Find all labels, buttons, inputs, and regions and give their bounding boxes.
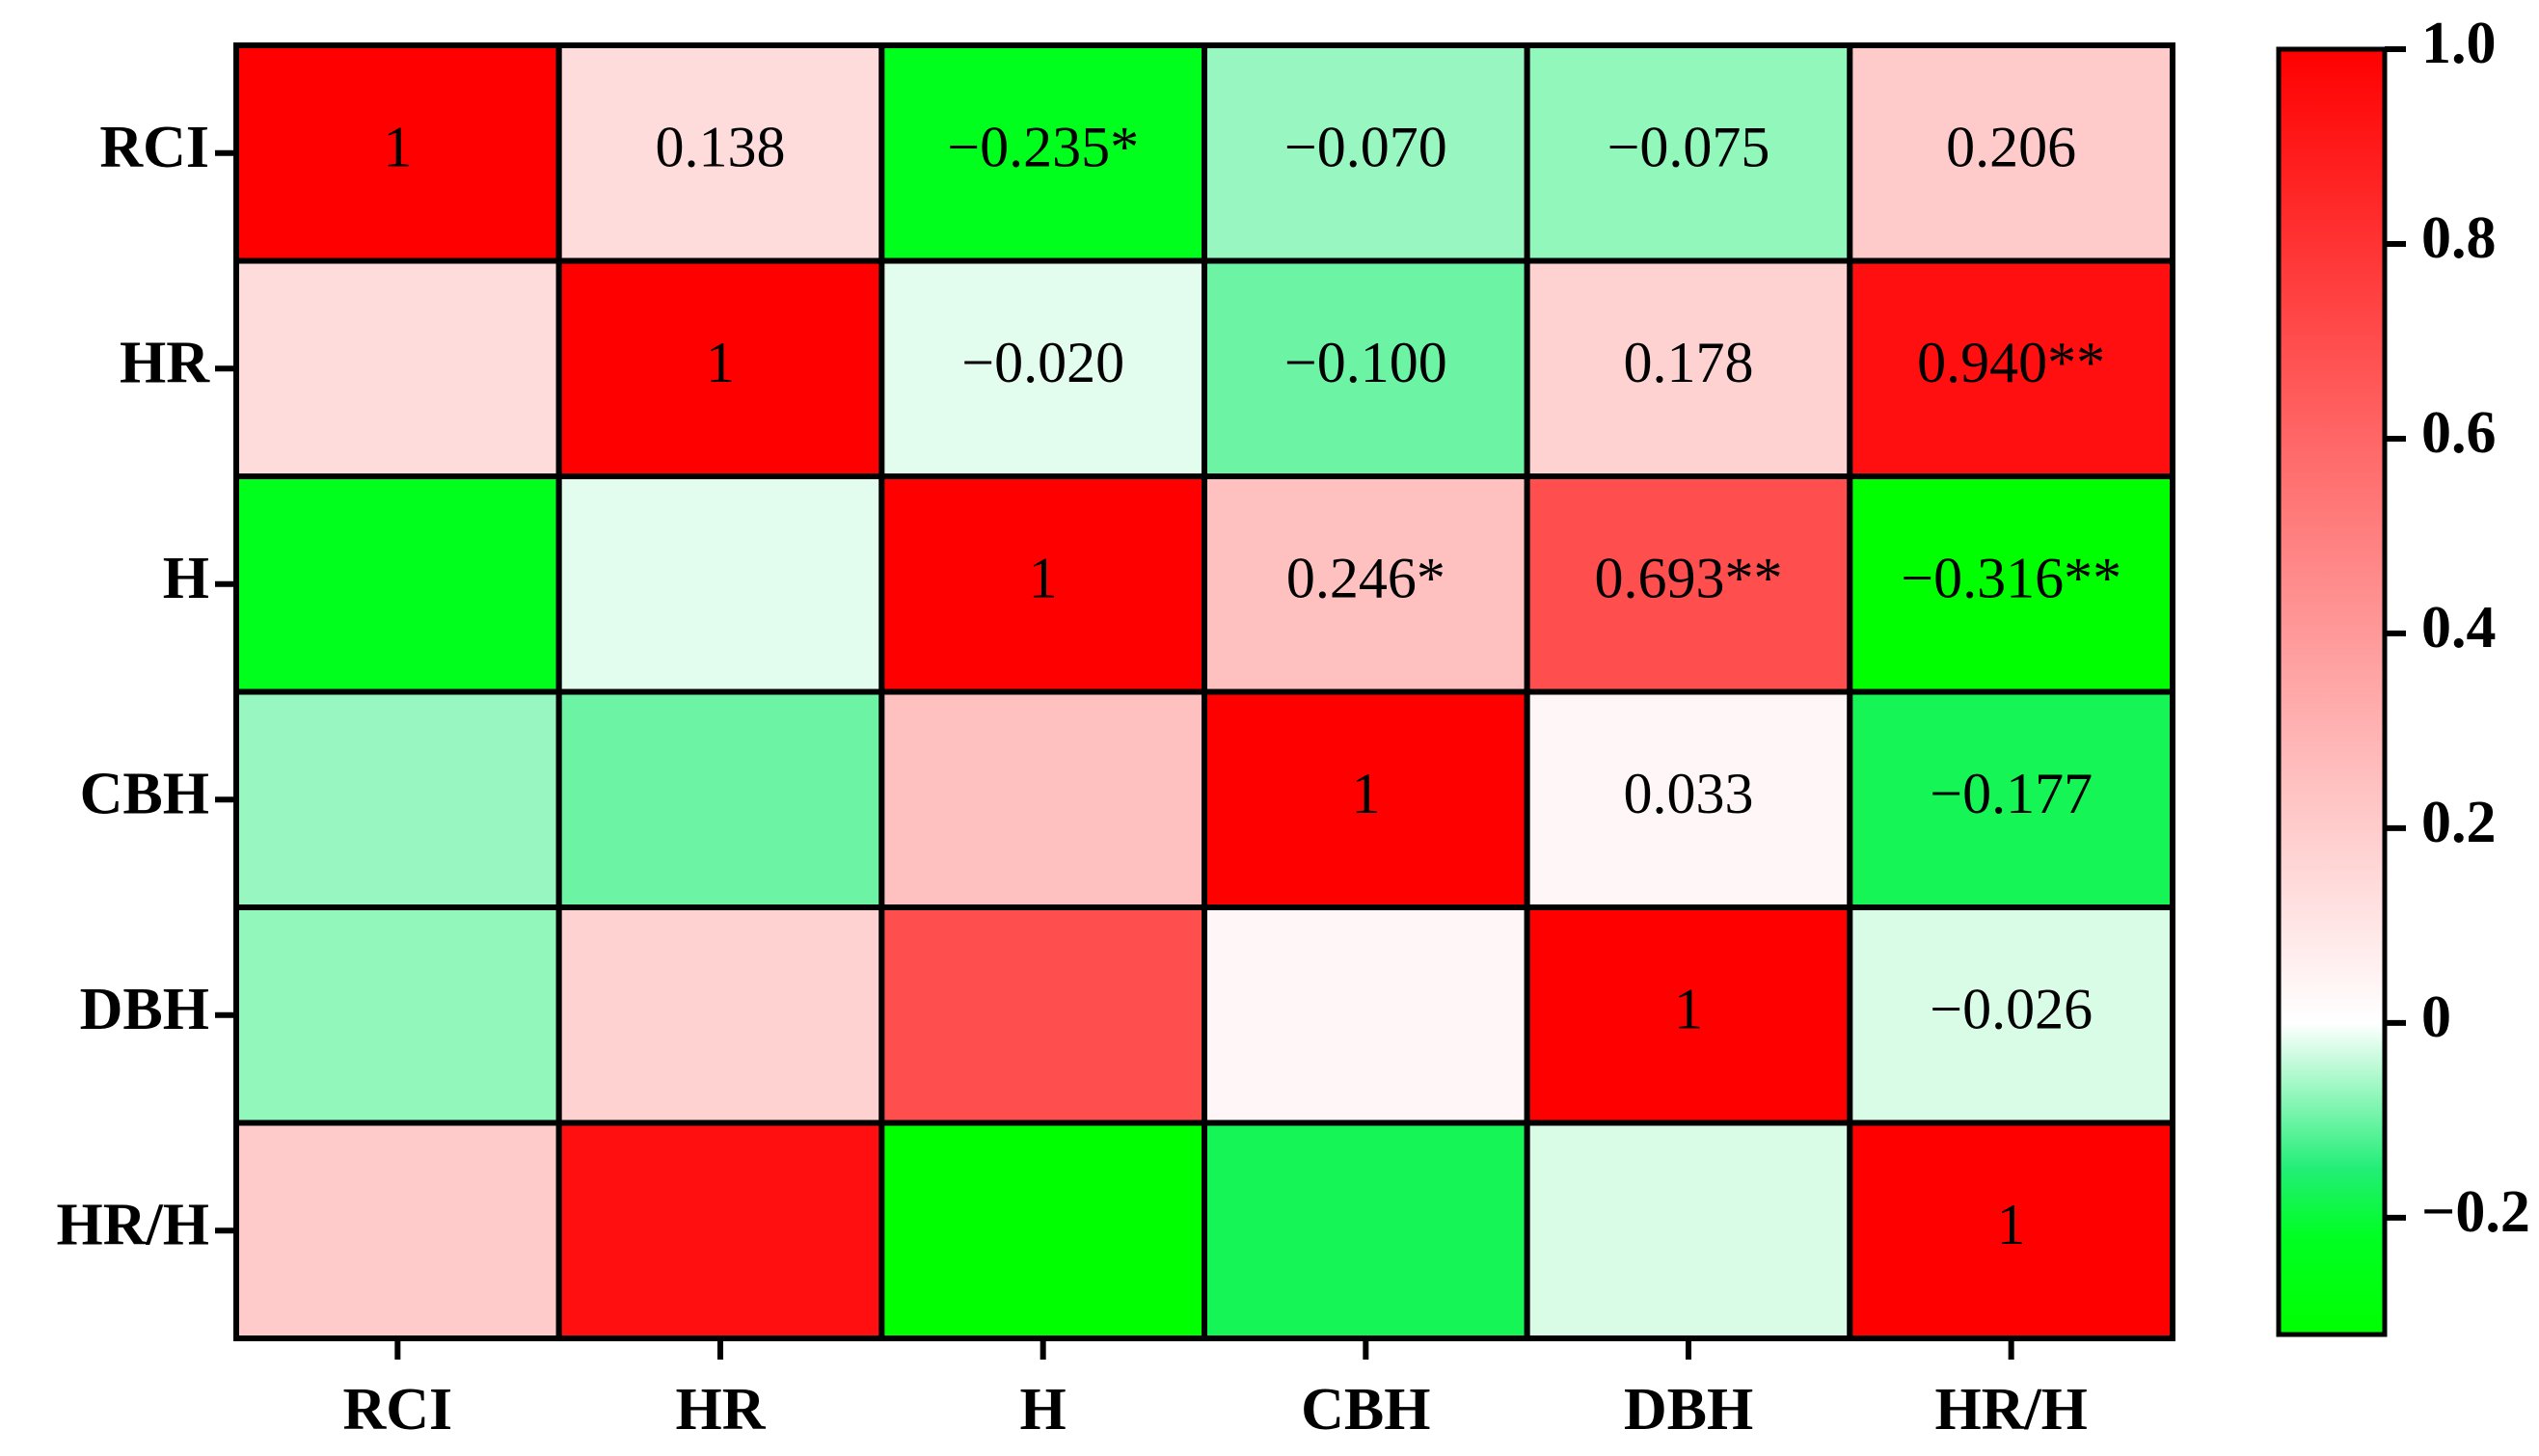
colorbar-tick-label: 0.8	[2421, 205, 2497, 271]
heatmap-cell	[555, 688, 885, 910]
heatmap-cell	[1524, 473, 1853, 695]
cell-label: −0.075	[1607, 116, 1770, 179]
heatmap-cell	[1847, 1119, 2176, 1341]
x-tick-label: HR	[676, 1377, 767, 1443]
y-tick-label: RCI	[99, 115, 209, 180]
heatmap-cell	[555, 473, 885, 695]
heatmap-cell	[233, 1119, 562, 1341]
x-tick-label: HR/H	[1934, 1377, 2087, 1443]
cell-label: 0.178	[1624, 331, 1754, 394]
cell-label: 1	[1351, 762, 1380, 825]
heatmap-cell	[1847, 688, 2176, 910]
colorbar	[2276, 46, 2388, 1337]
cell-label: 0.206	[1946, 116, 2076, 179]
heatmap-cell	[878, 688, 1207, 910]
heatmap-cell	[1847, 42, 2176, 264]
heatmap-cell	[233, 257, 562, 479]
heatmap-cell	[1202, 1119, 1530, 1341]
heatmap-cell	[233, 688, 562, 910]
heatmap-cell	[1524, 688, 1853, 910]
heatmap-cell	[1202, 904, 1530, 1126]
cell-label: 0.940**	[1917, 331, 2105, 394]
heatmap-cell	[1524, 1119, 1853, 1341]
cell-label: 0.138	[656, 116, 786, 179]
colorbar-tick-label: −0.2	[2421, 1179, 2530, 1245]
cell-label: −0.026	[1930, 978, 2093, 1041]
cell-label: 1	[1997, 1193, 2026, 1256]
x-tick-label: CBH	[1301, 1377, 1430, 1443]
cell-label: 1	[383, 116, 412, 179]
cell-label: −0.020	[961, 331, 1124, 394]
heatmap-cell	[1524, 257, 1853, 479]
heatmap-cell	[233, 904, 562, 1126]
cell-label: 1	[1674, 978, 1703, 1041]
x-tick-label: DBH	[1624, 1377, 1753, 1443]
heatmap-cell	[555, 1119, 885, 1341]
cell-label: 0.693**	[1595, 547, 1783, 610]
heatmap-cell	[1202, 688, 1530, 910]
y-tick-label: HR	[120, 330, 210, 395]
cell-label: 1	[1029, 547, 1058, 610]
x-tick-label: RCI	[342, 1377, 452, 1443]
cell-label: −0.100	[1284, 331, 1447, 394]
heatmap-cell	[878, 473, 1207, 695]
colorbar-tick-label: 0.2	[2421, 790, 2497, 855]
y-tick-label: CBH	[80, 761, 209, 826]
cell-label: 0.246*	[1286, 547, 1445, 610]
colorbar-tick-label: 0.4	[2421, 595, 2497, 661]
heatmap-cell	[878, 1119, 1207, 1341]
cell-label: −0.177	[1930, 762, 2093, 825]
heatmap-cell	[878, 257, 1207, 479]
heatmap-cell	[1847, 904, 2176, 1126]
cell-label: −0.316**	[1901, 547, 2121, 610]
heatmap-cell	[555, 904, 885, 1126]
x-tick-label: H	[1020, 1377, 1067, 1443]
y-tick-label: H	[163, 546, 209, 611]
cell-label: −0.070	[1284, 116, 1447, 179]
heatmap-cell	[555, 42, 885, 264]
y-tick-label: DBH	[80, 977, 209, 1042]
cell-label: 0.033	[1624, 762, 1754, 825]
heatmap-cell	[1847, 257, 2176, 479]
cell-label: 1	[706, 331, 735, 394]
colorbar-tick-label: 0.6	[2421, 400, 2497, 466]
heatmap-cell	[233, 42, 562, 264]
colorbar-tick-label: 0	[2421, 984, 2451, 1050]
y-tick-label: HR/H	[57, 1192, 209, 1257]
cell-label: −0.235*	[947, 116, 1139, 179]
heatmap-cell	[1524, 904, 1853, 1126]
heatmap-cell	[878, 904, 1207, 1126]
colorbar-tick-label: 1.0	[2421, 11, 2497, 76]
heatmap-cell	[233, 473, 562, 695]
